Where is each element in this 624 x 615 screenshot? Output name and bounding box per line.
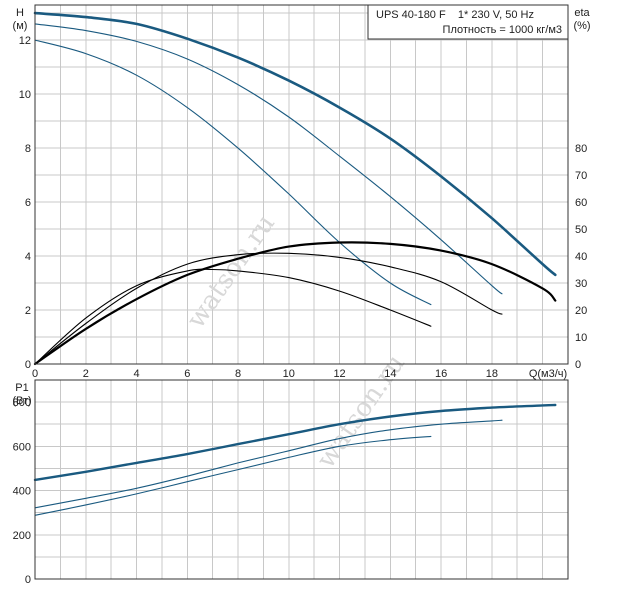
bottom-grid [35, 380, 568, 579]
x-tick-label: 6 [184, 368, 190, 380]
head-curve-3 [34, 39, 432, 306]
y-left-label-2: (м) [13, 20, 28, 32]
y-right-tick-label: 40 [575, 251, 587, 263]
head-curve-1 [33, 11, 557, 277]
x-axis-label: Q(м3/ч) [529, 368, 567, 380]
x-tick-label: 0 [32, 368, 38, 380]
y-left-label-1: H [16, 7, 24, 19]
x-tick-label: 10 [283, 368, 295, 380]
tick-labels: 0 2 4 6 8 10 12 14 16 18 0 2 4 6 8 10 12 0 10 20 30 40 50 60 70 8… [13, 35, 588, 586]
y-right-tick-label: 80 [575, 143, 587, 155]
y-left-tick-label: 8 [25, 143, 31, 155]
y-right-tick-label: 70 [575, 170, 587, 182]
x-tick-label: 18 [486, 368, 498, 380]
top-series [33, 11, 557, 366]
y-left-tick-label: 4 [25, 251, 31, 263]
y-right-tick-label: 30 [575, 278, 587, 290]
y-right-tick-label: 0 [575, 359, 581, 371]
y-right-label-2: (%) [573, 20, 590, 32]
y-left-tick-label: 2 [25, 305, 31, 317]
power-curve-2 [34, 419, 503, 509]
efficiency-curve-5 [34, 252, 503, 365]
x-tick-label: 14 [384, 368, 396, 380]
y-right-tick-label: 60 [575, 197, 587, 209]
x-tick-label: 8 [235, 368, 241, 380]
x-tick-label: 2 [83, 368, 89, 380]
power-curve-1 [33, 403, 557, 482]
y-left-tick-label: 10 [19, 89, 31, 101]
p1-tick-label: 800 [13, 397, 31, 409]
p1-tick-label: 0 [25, 574, 31, 586]
x-tick-label: 12 [333, 368, 345, 380]
y-right-tick-label: 20 [575, 305, 587, 317]
bottom-series [33, 403, 557, 516]
x-tick-label: 16 [435, 368, 447, 380]
efficiency-curve-4 [33, 241, 557, 366]
p1-label-1: P1 [15, 382, 28, 394]
top-plot-frame [34, 4, 569, 365]
p1-tick-label: 200 [13, 530, 31, 542]
info-pump-model: UPS 40-180 F 1* 230 V, 50 Hz [376, 9, 534, 21]
efficiency-curve-6 [34, 268, 432, 365]
y-right-tick-label: 50 [575, 224, 587, 236]
y-right-tick-label: 10 [575, 332, 587, 344]
p1-tick-label: 600 [13, 441, 31, 453]
bottom-plot-frame [34, 379, 569, 580]
top-grid [35, 5, 568, 364]
info-density: Плотность = 1000 кг/м3 [443, 24, 562, 36]
info-box [367, 4, 569, 40]
y-left-tick-label: 6 [25, 197, 31, 209]
x-tick-label: 4 [133, 368, 139, 380]
power-curve-3 [34, 435, 432, 516]
p1-tick-label: 400 [13, 486, 31, 498]
p1-label-2: (Вт) [12, 395, 31, 407]
y-right-label-1: eta [574, 7, 590, 19]
y-left-tick-label: 12 [19, 35, 31, 47]
y-left-tick-label: 0 [25, 359, 31, 371]
